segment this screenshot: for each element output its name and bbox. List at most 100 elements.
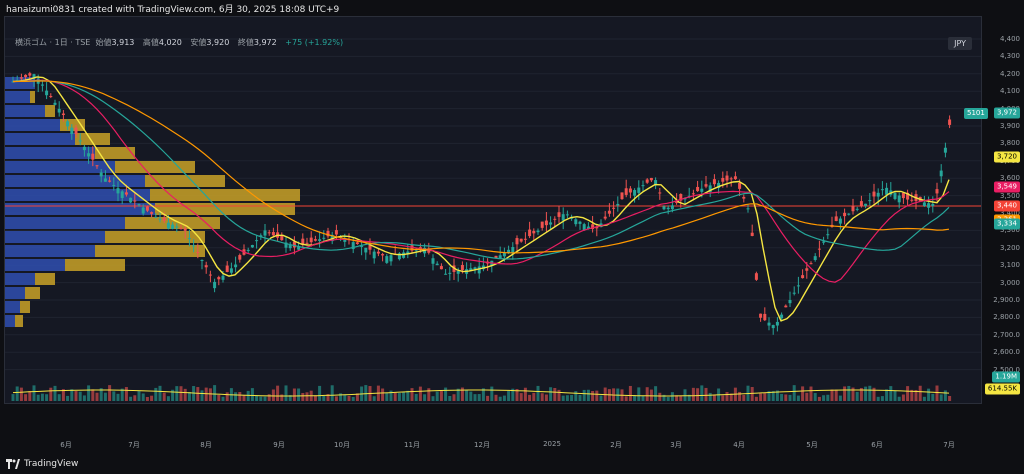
volume-profile-bar (5, 105, 45, 117)
volume-profile-bar (25, 287, 40, 299)
volume-bar (784, 394, 788, 401)
price-tick-label: 4,100 (999, 87, 1020, 96)
volume-bar (507, 391, 511, 401)
candle-body (271, 232, 275, 236)
volume-bar (204, 387, 208, 401)
volume-bar (704, 387, 708, 401)
volume-bar (889, 386, 893, 401)
volume-bar (129, 396, 133, 401)
price-tick-label: 4,400 (999, 35, 1020, 43)
volume-bar (838, 395, 842, 401)
candle-body (796, 285, 800, 287)
volume-bar (876, 396, 880, 401)
candle-body (297, 246, 301, 250)
candle-body (145, 206, 149, 211)
candle-body (11, 81, 15, 83)
candle-body (553, 218, 557, 220)
candle-body (645, 179, 649, 183)
volume-bar (502, 395, 506, 401)
price-axis[interactable]: 4,4004,3004,2004,1004,0003,9003,8003,700… (982, 16, 1024, 404)
volume-bar (477, 394, 481, 401)
time-axis[interactable]: 6月 7月 8月 9月 10月 11月 12月 2025 2月 3月 4月 5月 6月 7月 (4, 404, 982, 449)
time-tick-label: 10月 (334, 441, 350, 449)
candle-body (931, 203, 935, 207)
volume-bar (439, 391, 443, 401)
volume-bar (372, 396, 376, 401)
volume-ma-line (12, 389, 950, 397)
volume-bar (742, 394, 746, 401)
candle-body (759, 313, 763, 318)
volume-bar (263, 396, 267, 401)
candle-body (872, 191, 876, 197)
candle-body (385, 256, 389, 263)
volume-profile-bar (65, 259, 125, 271)
candle-body (200, 259, 204, 261)
volume-profile-bar (95, 245, 205, 257)
time-tick-label: 6月 (60, 441, 72, 449)
volume-bar (767, 391, 771, 401)
price-chart[interactable]: 横浜ゴム · 1日 · TSE 始値3,913 高値4,020 安値3,920 … (4, 16, 982, 404)
symbol-legend: 横浜ゴム · 1日 · TSE 始値3,913 高値4,020 安値3,920 … (15, 37, 343, 48)
candle-body (259, 235, 263, 237)
candle-body (494, 255, 498, 259)
time-tick-label: 7月 (128, 441, 140, 449)
volume-bar (70, 389, 74, 401)
candle-body (826, 234, 830, 236)
chart-canvas[interactable] (5, 17, 981, 403)
candle-body (775, 321, 779, 326)
volume-bar (759, 393, 763, 401)
price-tick-label: 4,300 (999, 52, 1020, 61)
volume-bar (418, 386, 422, 401)
candle-body (624, 188, 628, 195)
volume-bar (339, 393, 343, 401)
candle-body (124, 192, 128, 195)
candle-body (439, 266, 443, 270)
candle-body (536, 230, 540, 233)
volume-bar (61, 389, 65, 401)
candle-body (103, 178, 107, 182)
candle-body (334, 230, 338, 235)
candle-body (175, 226, 179, 228)
close-value: 3,972 (253, 38, 277, 47)
volume-bar (901, 394, 905, 401)
candle-body (66, 121, 70, 127)
candle-body (540, 221, 544, 228)
volume-bar (801, 386, 805, 401)
candle-body (364, 247, 368, 253)
candle-body (733, 176, 737, 180)
candle-body (74, 127, 78, 135)
candle-body (267, 232, 271, 234)
candle-body (225, 265, 229, 272)
candle-body (28, 73, 32, 76)
price-tick-label: 3,500 (999, 191, 1020, 200)
volume-bar (452, 394, 456, 401)
volume-bar (906, 386, 910, 401)
candle-body (574, 219, 578, 225)
time-tick-label: 11月 (404, 441, 420, 449)
low-label: 安値 (190, 38, 207, 47)
candle-body (897, 195, 901, 203)
candle-body (280, 235, 284, 241)
volume-bar (868, 385, 872, 401)
candle-body (801, 275, 805, 279)
volume-bar (880, 396, 884, 401)
candle-body (880, 189, 884, 191)
candle-body (654, 180, 658, 186)
currency-badge[interactable]: JPY (948, 37, 972, 50)
volume-bar (208, 388, 212, 401)
volume-bar (851, 387, 855, 401)
volume-bar (238, 391, 242, 401)
candle-body (162, 217, 166, 221)
volume-bar (402, 392, 406, 401)
candle-body (133, 200, 137, 202)
candle-body (855, 208, 859, 210)
volume-bar (523, 387, 527, 401)
volume-bar (246, 390, 250, 401)
volume-bar (196, 387, 200, 401)
volume-bar (813, 393, 817, 401)
volume-bar (666, 396, 670, 401)
candle-body (738, 182, 742, 189)
volume-bar (771, 391, 775, 401)
candle-body (49, 96, 53, 98)
